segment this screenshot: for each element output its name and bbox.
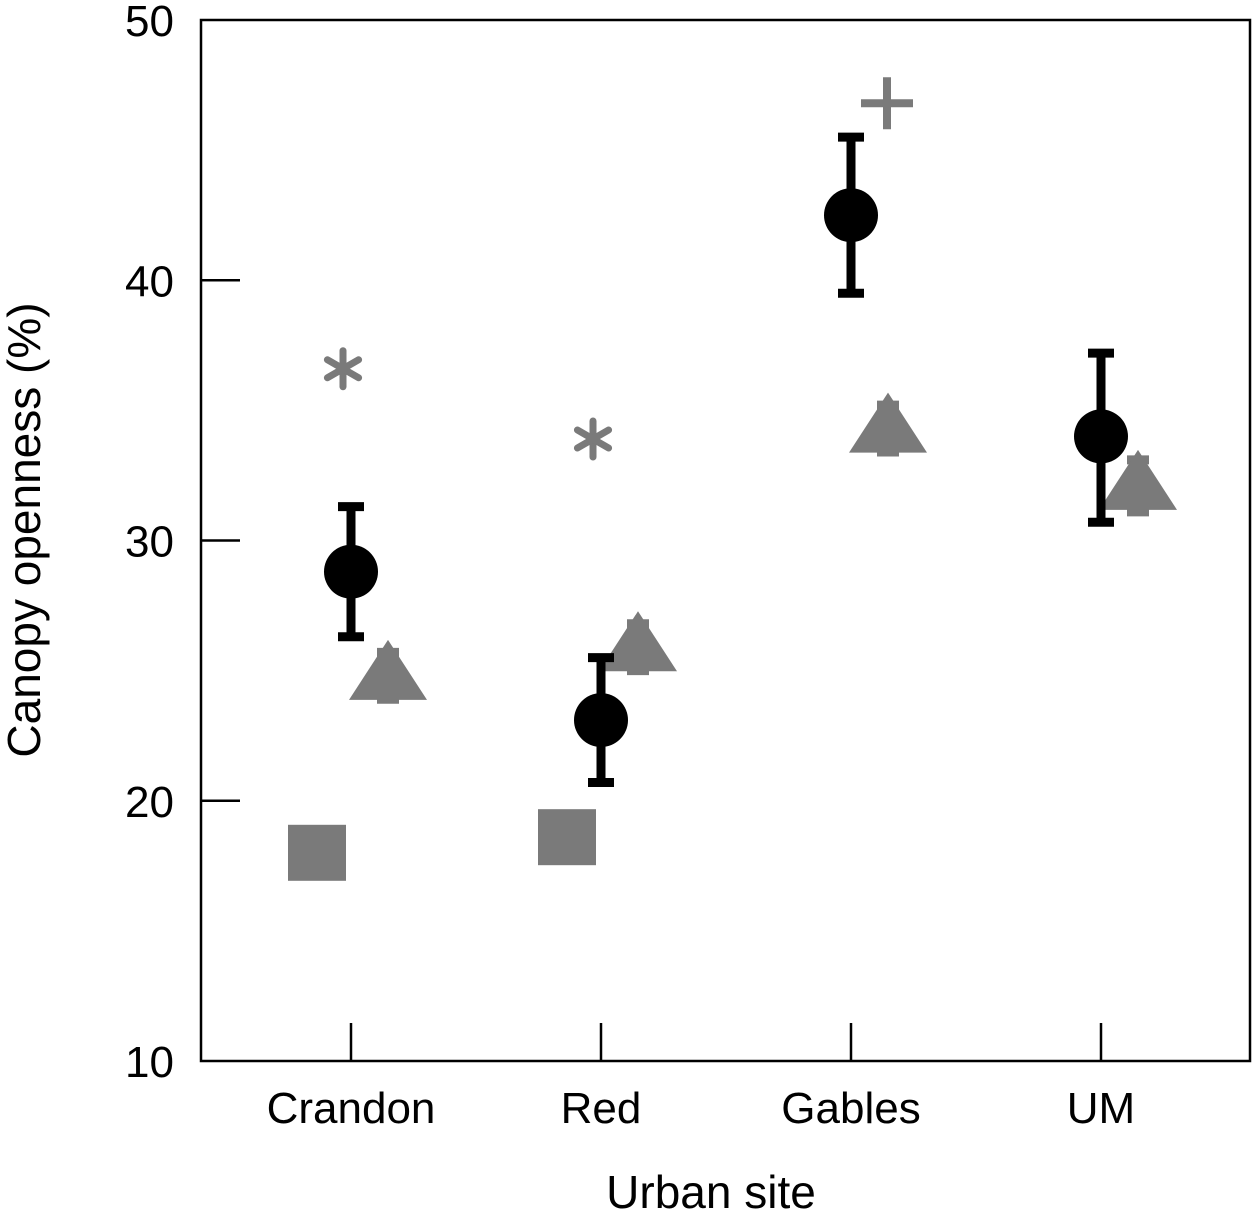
asterisk-stroke (573, 426, 613, 452)
triangle-point (1099, 449, 1177, 517)
triangle-marker (849, 392, 927, 453)
circle-with-error-bars-point (324, 502, 378, 642)
square-marker (288, 824, 346, 881)
y-axis-label: Canopy openness (%) (0, 302, 50, 757)
x-tick-label: Gables (781, 1084, 920, 1133)
asterisk-stroke (323, 356, 363, 382)
triangle-marker (1099, 449, 1177, 510)
mean-circle (324, 544, 378, 599)
x-tick-label: UM (1067, 1084, 1135, 1133)
triangle-point (849, 392, 927, 457)
x-tick-label: Red (561, 1084, 642, 1133)
asterisk-point (323, 347, 363, 391)
triangle-point (349, 639, 427, 704)
mean-circle (574, 693, 628, 748)
asterisk-point (573, 417, 613, 461)
square-marker (538, 809, 596, 866)
y-tick-label: 20 (125, 778, 174, 827)
plot-frame (199, 18, 1252, 1063)
y-tick-label: 30 (125, 518, 174, 567)
circle-with-error-bars-point (824, 132, 878, 298)
triangle-marker (599, 611, 677, 672)
x-tick-label: Crandon (267, 1084, 436, 1133)
y-tick-label: 40 (125, 257, 174, 306)
circle-with-error-bars-point (1074, 348, 1128, 527)
square-point (538, 809, 596, 866)
triangle-point (599, 611, 677, 676)
circle-with-error-bars-point (574, 653, 628, 788)
y-axis-ticks: 10 20 30 40 50 (125, 0, 240, 1087)
x-axis-ticks: Crandon Red Gables UM (267, 1023, 1135, 1133)
mean-circle (824, 188, 878, 243)
plus-point (861, 77, 913, 130)
y-tick-label: 10 (125, 1038, 174, 1087)
square-point (288, 824, 346, 881)
y-tick-label: 50 (125, 0, 174, 46)
data-marks (288, 77, 1177, 881)
triangle-marker (349, 639, 427, 700)
x-axis-label: Urban site (606, 1166, 816, 1211)
mean-circle (1074, 409, 1128, 464)
